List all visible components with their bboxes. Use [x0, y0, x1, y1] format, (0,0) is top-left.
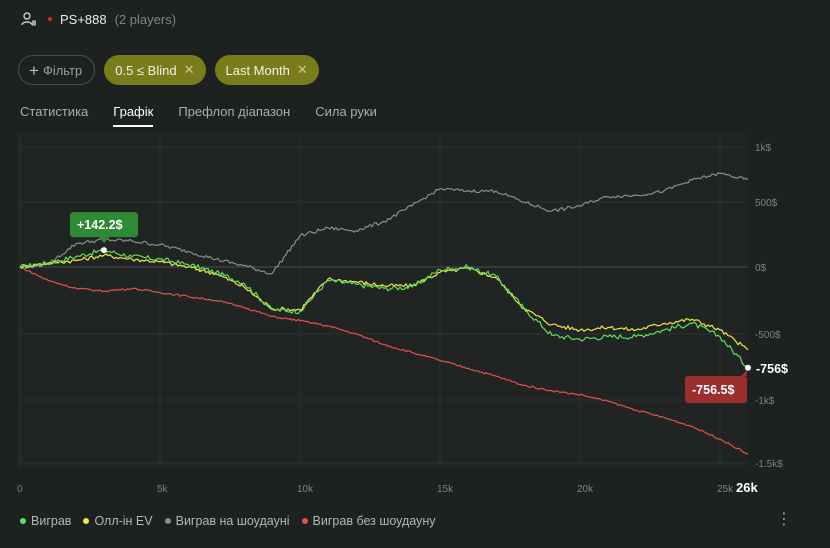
- session-title: PS+888: [60, 11, 107, 27]
- series-line-allin-ev: [19, 253, 749, 351]
- legend-swatch: [164, 518, 171, 524]
- series-line-won: [19, 248, 749, 369]
- close-icon[interactable]: ✕: [183, 62, 195, 77]
- max-point-marker: [101, 247, 107, 254]
- legend-item-non-showdown[interactable]: Виграв без шоудауну: [301, 514, 436, 528]
- tab-preflop-range[interactable]: Префлоп діапазон: [178, 104, 291, 119]
- max-label-text: +142.2$: [77, 218, 123, 232]
- x-tick-label: 25k: [717, 484, 734, 495]
- filter-chip-blind[interactable]: 0.5 ≤ Blind ✕: [104, 55, 206, 85]
- legend-swatch: [20, 518, 26, 524]
- header: PS+888 (2 players): [20, 8, 176, 30]
- final-point-marker: [745, 364, 751, 371]
- legend-label: Виграв без шоудауну: [312, 514, 436, 528]
- y-tick-label: 1k$: [755, 143, 772, 154]
- y-tick-label: 500$: [755, 198, 778, 209]
- tab-bar: Статистика Графік Префлоп діапазон Сила …: [20, 104, 377, 127]
- max-label-pointer: [99, 237, 109, 244]
- status-dot: [48, 17, 52, 21]
- non-showdown-label-box: [685, 376, 747, 403]
- x-tick-label: 0: [17, 484, 23, 495]
- x-tick-label: 10k: [297, 484, 314, 495]
- x-tick-label: 26k: [736, 480, 758, 495]
- series-line-non-showdown: [19, 266, 749, 455]
- filter-chip-label: 0.5 ≤ Blind: [115, 62, 177, 78]
- x-tick-label: 15k: [437, 484, 454, 495]
- tab-statistics[interactable]: Статистика: [20, 104, 89, 119]
- user-group-icon[interactable]: [20, 10, 38, 28]
- add-filter-label: Фільтр: [42, 62, 83, 78]
- final-won-label: -756$: [756, 362, 788, 376]
- legend-label: Олл-ін EV: [94, 514, 153, 528]
- series-line-showdown: [19, 172, 749, 275]
- y-tick-label: 0$: [755, 263, 767, 274]
- filter-bar: + Фільтр 0.5 ≤ Blind ✕ Last Month ✕: [18, 55, 319, 85]
- legend-label: Виграв: [31, 514, 72, 528]
- session-subtitle: (2 players): [114, 11, 177, 27]
- tab-hand-strength[interactable]: Сила руки: [315, 104, 377, 119]
- tab-graph[interactable]: Графік: [113, 104, 154, 127]
- x-tick-label: 5k: [157, 484, 169, 495]
- legend-item-allin-ev[interactable]: Олл-ін EV: [83, 514, 153, 528]
- y-tick-label: -1k$: [755, 396, 775, 407]
- more-options-icon[interactable]: ⋮: [776, 511, 792, 528]
- filter-chip-period[interactable]: Last Month ✕: [214, 55, 319, 85]
- y-tick-label: -500$: [755, 330, 781, 341]
- chart-legend: Виграв Олл-ін EV Виграв на шоудауні Вигр…: [20, 514, 436, 528]
- legend-item-showdown[interactable]: Виграв на шоудауні: [164, 514, 290, 528]
- max-label-box: [70, 212, 138, 238]
- legend-label: Виграв на шоудауні: [175, 514, 290, 528]
- non-showdown-label-pointer: [741, 370, 747, 376]
- close-icon[interactable]: ✕: [296, 62, 308, 77]
- legend-item-won[interactable]: Виграв: [20, 514, 71, 528]
- filter-chip-label: Last Month: [225, 62, 290, 78]
- plus-icon: +: [29, 60, 39, 80]
- legend-swatch: [301, 518, 308, 524]
- chart-background: [17, 132, 747, 467]
- add-filter-button[interactable]: + Фільтр: [18, 55, 96, 85]
- x-tick-label: 20k: [577, 484, 594, 495]
- legend-swatch: [83, 518, 90, 524]
- y-tick-label: -1.5k$: [755, 459, 783, 470]
- non-showdown-label-text: -756.5$: [692, 383, 734, 397]
